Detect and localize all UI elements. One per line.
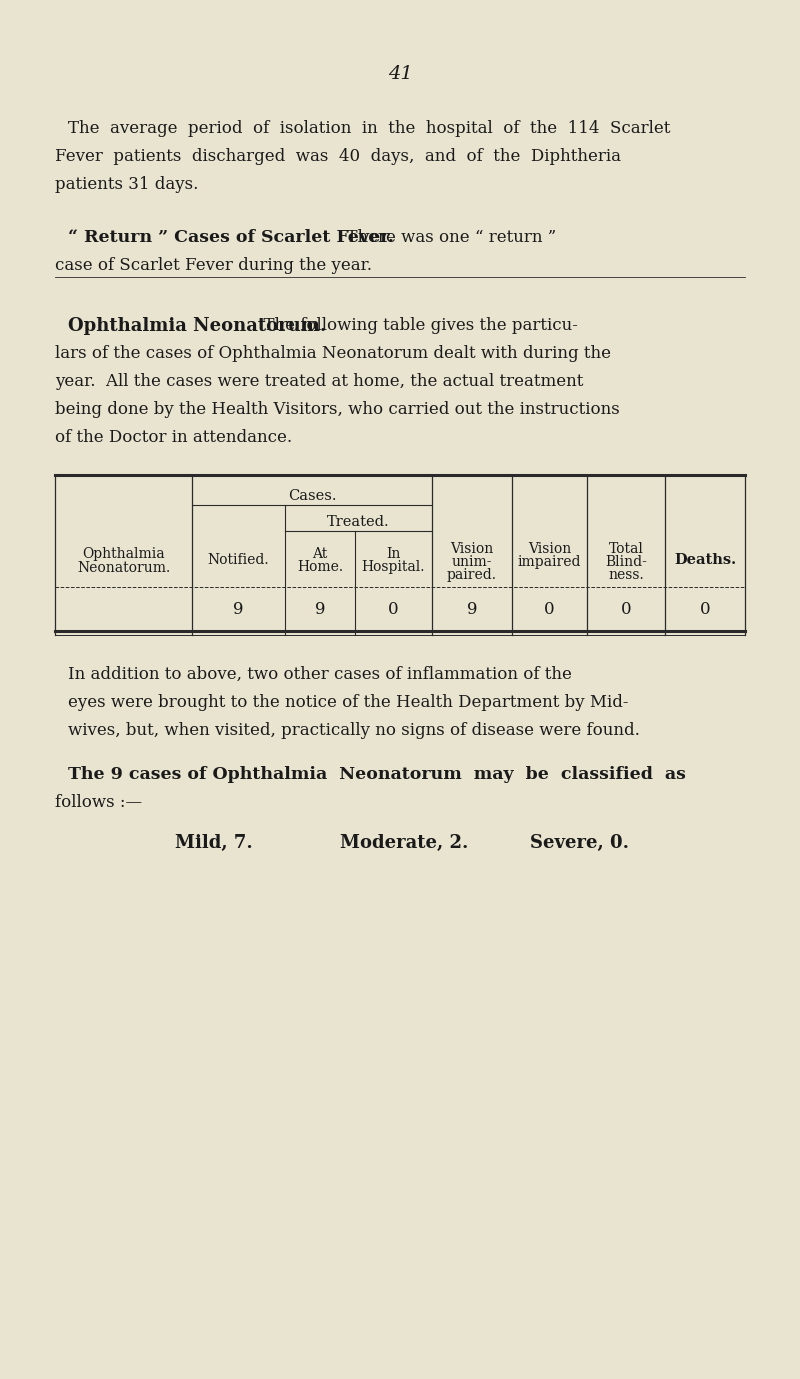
Text: follows :—: follows :— xyxy=(55,794,142,811)
Text: being done by the Health Visitors, who carried out the instructions: being done by the Health Visitors, who c… xyxy=(55,401,620,418)
Text: of the Doctor in attendance.: of the Doctor in attendance. xyxy=(55,429,292,445)
Text: Deaths.: Deaths. xyxy=(674,553,736,567)
Text: Ophthalmia: Ophthalmia xyxy=(82,547,165,561)
Text: unim-: unim- xyxy=(452,554,492,570)
Text: case of Scarlet Fever during the year.: case of Scarlet Fever during the year. xyxy=(55,256,372,274)
Text: 0: 0 xyxy=(388,601,399,618)
Text: Mild, 7.: Mild, 7. xyxy=(175,834,253,852)
Text: Total: Total xyxy=(609,542,643,556)
Text: Home.: Home. xyxy=(297,560,343,574)
Text: Severe, 0.: Severe, 0. xyxy=(530,834,629,852)
Text: 0: 0 xyxy=(700,601,710,618)
Text: wives, but, when visited, practically no signs of disease were found.: wives, but, when visited, practically no… xyxy=(68,723,640,739)
Text: 0: 0 xyxy=(621,601,631,618)
Text: Blind-: Blind- xyxy=(605,554,647,570)
Text: paired.: paired. xyxy=(447,568,497,582)
Text: Ophthalmia Neonatorum.: Ophthalmia Neonatorum. xyxy=(68,317,326,335)
Text: Neonatorum.: Neonatorum. xyxy=(77,561,170,575)
Text: In addition to above, two other cases of inflammation of the: In addition to above, two other cases of… xyxy=(68,666,572,683)
Text: Treated.: Treated. xyxy=(327,514,390,530)
Text: Moderate, 2.: Moderate, 2. xyxy=(340,834,468,852)
Text: patients 31 days.: patients 31 days. xyxy=(55,177,198,193)
Text: Notified.: Notified. xyxy=(208,553,270,567)
Text: 9: 9 xyxy=(466,601,478,618)
Text: ness.: ness. xyxy=(608,568,644,582)
Text: In: In xyxy=(386,547,401,561)
Text: There was one “ return ”: There was one “ return ” xyxy=(336,229,556,245)
Text: impaired: impaired xyxy=(518,554,582,570)
Text: At: At xyxy=(312,547,328,561)
Text: 0: 0 xyxy=(544,601,555,618)
Text: The following table gives the particu-: The following table gives the particu- xyxy=(253,317,578,334)
Text: The 9 cases of Ophthalmia  Neonatorum  may  be  classified  as: The 9 cases of Ophthalmia Neonatorum may… xyxy=(68,765,686,783)
Text: Cases.: Cases. xyxy=(288,490,336,503)
Text: lars of the cases of Ophthalmia Neonatorum dealt with during the: lars of the cases of Ophthalmia Neonator… xyxy=(55,345,611,363)
Text: year.  All the cases were treated at home, the actual treatment: year. All the cases were treated at home… xyxy=(55,372,583,390)
Text: Hospital.: Hospital. xyxy=(362,560,426,574)
Text: eyes were brought to the notice of the Health Department by Mid-: eyes were brought to the notice of the H… xyxy=(68,694,629,712)
Text: Fever  patients  discharged  was  40  days,  and  of  the  Diphtheria: Fever patients discharged was 40 days, a… xyxy=(55,148,621,165)
Text: The  average  period  of  isolation  in  the  hospital  of  the  114  Scarlet: The average period of isolation in the h… xyxy=(68,120,670,137)
Text: 9: 9 xyxy=(234,601,244,618)
Text: 9: 9 xyxy=(314,601,326,618)
Text: “ Return ” Cases of Scarlet Fever.: “ Return ” Cases of Scarlet Fever. xyxy=(68,229,394,245)
Text: 41: 41 xyxy=(388,65,412,83)
Text: Vision: Vision xyxy=(450,542,494,556)
Text: Vision: Vision xyxy=(528,542,571,556)
